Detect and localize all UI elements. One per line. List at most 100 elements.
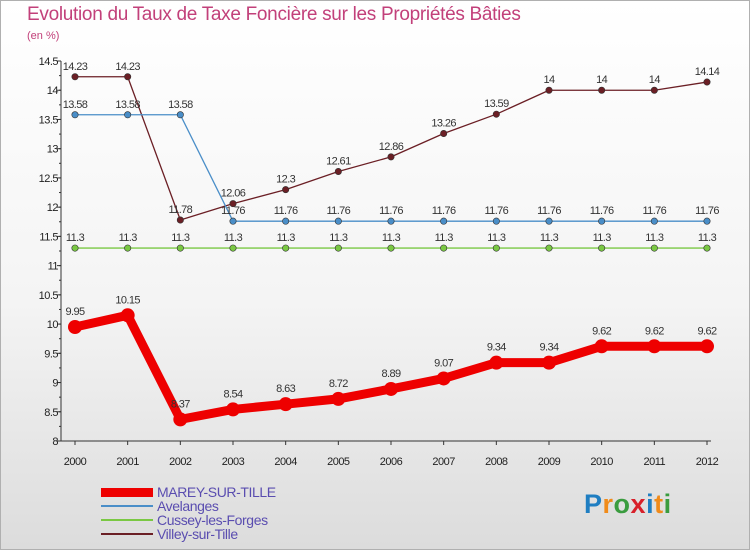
x-tick-label: 2004 xyxy=(274,456,297,468)
data-point xyxy=(598,217,606,225)
data-point xyxy=(384,381,398,396)
x-tick-label: 2008 xyxy=(485,456,508,468)
legend-swatch-avelanges xyxy=(101,505,153,507)
data-label: 11.76 xyxy=(537,205,561,217)
legend-swatch-villey xyxy=(101,533,153,535)
data-label: 11.3 xyxy=(171,232,190,244)
x-tick-label: 2002 xyxy=(169,456,192,468)
data-point xyxy=(68,320,82,334)
data-label: 8.89 xyxy=(381,368,400,380)
data-label: 13.59 xyxy=(484,98,509,110)
data-label: 14 xyxy=(649,74,661,86)
legend-label-villey: Villey-sur-Tille xyxy=(157,526,238,542)
data-label: 10.15 xyxy=(115,294,140,306)
data-point xyxy=(71,244,79,252)
data-point xyxy=(598,244,606,252)
data-label: 11.3 xyxy=(66,232,85,244)
data-label: 11.3 xyxy=(119,232,138,244)
data-point xyxy=(436,371,451,386)
data-point xyxy=(124,73,132,81)
data-label: 11.3 xyxy=(487,232,506,244)
legend-item-cussey: Cussey-les-Forges xyxy=(101,513,276,527)
data-point xyxy=(282,244,290,252)
data-point xyxy=(489,355,504,370)
data-label: 8.63 xyxy=(276,383,295,395)
data-label: 8.37 xyxy=(171,398,190,410)
data-label: 11.3 xyxy=(593,232,612,244)
x-tick-label: 2000 xyxy=(64,456,87,468)
data-point xyxy=(176,244,184,252)
data-label: 11.76 xyxy=(379,205,403,217)
data-point xyxy=(334,167,342,175)
data-label: 14 xyxy=(543,74,555,86)
data-point xyxy=(71,111,79,119)
x-tick-label: 2001 xyxy=(116,456,139,468)
data-point xyxy=(545,244,553,252)
data-label: 13.58 xyxy=(115,99,140,111)
data-point xyxy=(176,111,184,119)
data-label: 12.06 xyxy=(221,188,246,200)
x-tick-label: 2006 xyxy=(380,456,403,468)
data-label: 11.76 xyxy=(642,205,666,217)
legend-item-avelanges: Avelanges xyxy=(101,499,276,513)
data-point xyxy=(387,153,395,161)
y-tick-label: 8 xyxy=(52,436,58,448)
data-point xyxy=(282,186,290,194)
unit-label: (en %) xyxy=(27,30,60,42)
legend-label-avelanges: Avelanges xyxy=(157,498,219,514)
data-point xyxy=(71,73,79,81)
data-label: 11.3 xyxy=(645,232,664,244)
logo-letter: P xyxy=(584,489,603,519)
x-tick-label: 2005 xyxy=(327,456,350,468)
proxiti-logo: Proxiti xyxy=(584,489,672,520)
logo-letter: r xyxy=(602,489,614,519)
data-point xyxy=(278,397,293,412)
data-point xyxy=(650,86,658,94)
data-point xyxy=(703,244,711,252)
data-label: 11.76 xyxy=(326,205,350,217)
data-label: 9.07 xyxy=(434,357,453,369)
data-point xyxy=(229,200,237,208)
data-label: 11.78 xyxy=(168,204,192,216)
data-label: 13.26 xyxy=(431,117,456,129)
data-label: 9.62 xyxy=(697,325,716,337)
x-tick-label: 2011 xyxy=(644,456,666,468)
data-point xyxy=(703,217,711,225)
data-point xyxy=(647,339,662,354)
x-tick-label: 2012 xyxy=(696,456,719,468)
data-label: 14.23 xyxy=(115,61,140,73)
data-point xyxy=(387,244,395,252)
data-point xyxy=(542,355,556,370)
data-point xyxy=(545,217,553,225)
data-label: 11.76 xyxy=(221,205,245,217)
logo-letter: i xyxy=(646,489,655,519)
y-tick-label: 13.5 xyxy=(39,114,59,126)
data-label: 11.76 xyxy=(590,205,614,217)
data-point xyxy=(124,111,132,119)
data-point xyxy=(120,308,135,323)
data-point xyxy=(598,86,606,94)
data-point xyxy=(545,86,553,94)
data-point xyxy=(229,244,237,252)
x-tick-label: 2009 xyxy=(538,456,561,468)
data-point xyxy=(229,217,237,225)
y-tick-label: 10.5 xyxy=(39,290,59,302)
data-label: 11.76 xyxy=(432,205,456,217)
data-label: 12.61 xyxy=(326,155,351,167)
x-tick-label: 2010 xyxy=(590,456,613,468)
logo-letter: o xyxy=(613,489,631,519)
y-tick-label: 12 xyxy=(47,202,59,214)
legend-label-cussey: Cussey-les-Forges xyxy=(157,512,268,528)
data-point xyxy=(334,217,342,225)
y-tick-label: 13 xyxy=(47,144,59,156)
data-point xyxy=(492,217,500,225)
data-label: 11.3 xyxy=(435,232,454,244)
data-point xyxy=(334,244,342,252)
data-label: 11.3 xyxy=(382,232,401,244)
data-label: 9.95 xyxy=(65,306,84,318)
data-point xyxy=(703,78,711,86)
data-label: 9.34 xyxy=(487,342,506,354)
data-point xyxy=(226,402,240,417)
